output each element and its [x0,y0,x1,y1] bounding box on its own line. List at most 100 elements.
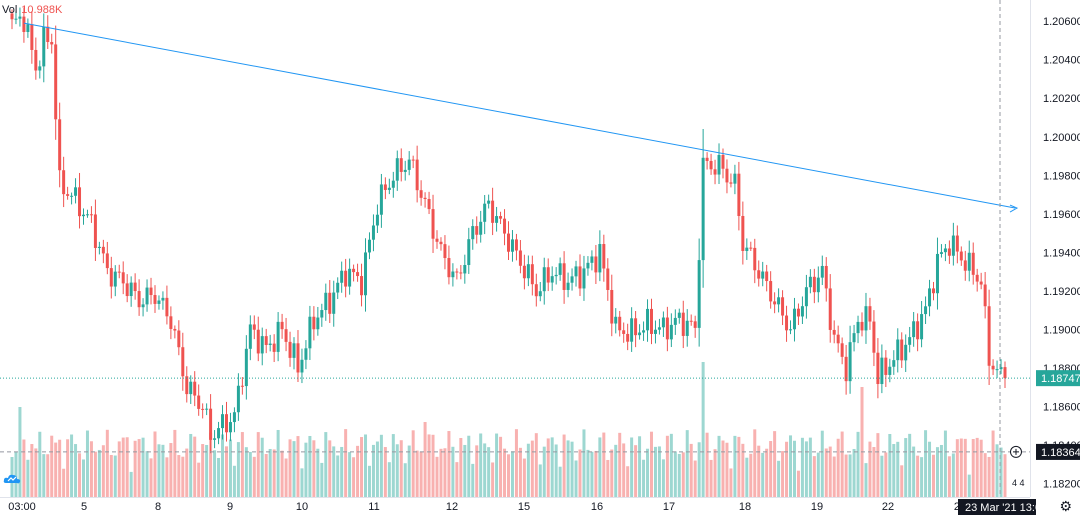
volume-bar [459,437,463,497]
x-tick-label: 8 [155,501,161,513]
volume-bar [884,452,888,497]
volume-bar [117,441,121,497]
volume-bar [415,450,419,497]
volume-bar [304,442,308,497]
volume-bar [391,434,395,497]
volume-bar [808,437,812,497]
volume-bar [709,459,713,497]
volume-bar [125,437,129,497]
y-tick-label: 1.20400 [1043,55,1080,67]
volume-bar [820,430,824,497]
volume-bar [475,445,479,497]
volume-badge-label: 4 4 [1012,478,1025,488]
volume-bar [789,435,793,497]
volume-bar [328,440,332,497]
volume-bar [70,434,74,497]
gear-icon[interactable]: ⚙ [1059,498,1072,514]
volume-bar [562,434,566,497]
volume-bar [943,430,947,497]
volume-bar [399,440,403,497]
volume-bar [42,454,46,497]
volume-bar [407,445,411,497]
volume-bar [693,460,697,497]
volume-bar [959,438,963,497]
volume-bar [622,443,626,497]
volume-indicator-title: Vol 10.988K [2,4,62,16]
volume-bar [876,433,880,497]
volume-bar [904,438,908,497]
volume-bar [221,434,225,497]
volume-bar [856,431,860,497]
volume-bar [602,432,606,497]
volume-bar [169,443,173,497]
x-tick-label: 10 [296,501,308,513]
volume-bar [93,451,97,497]
volume-bar [244,447,248,497]
volume-bar [757,445,761,497]
volume-bar [618,432,622,497]
volume-bar [316,448,320,497]
volume-bar [844,454,848,497]
volume-bar [411,430,415,497]
x-tick-label: 12 [446,501,458,513]
x-tick-label: 16 [591,501,603,513]
volume-bar [677,453,681,497]
volume-bar [503,448,507,497]
volume-bar [260,437,264,497]
volume-bar [634,445,638,497]
volume-bar [30,444,34,497]
volume-bar [526,443,530,497]
volume-bar [987,456,991,497]
volume-bar [236,442,240,497]
plus-circle-icon[interactable] [1010,445,1022,458]
volume-bar [193,436,197,497]
tradingview-cloud-icon[interactable] [3,472,21,486]
volume-bar [344,429,348,497]
volume-bar [495,433,499,497]
volume-bar [145,451,149,497]
volume-bar [141,437,145,497]
volume-bar [46,454,50,497]
volume-bar [848,454,852,497]
volume-bar [109,454,113,497]
volume-bar [642,459,646,497]
volume-indicator-label: Vol [2,4,18,16]
volume-bar [745,457,749,497]
volume-bar [582,429,586,497]
volume-bar [288,439,292,497]
volume-bar [439,448,443,497]
crosshair-date-label: 23 Mar '21 13:00 [965,502,1047,514]
volume-bar [431,434,435,497]
volume-bar [78,453,82,497]
volume-bar [741,443,745,497]
volume-bar [916,455,920,497]
volume-bar [995,444,999,497]
volume-bar [367,465,371,497]
crosshair-price-badge-label: 1.18364 [1041,447,1080,459]
volume-bar [395,444,399,497]
volume-bar [66,439,70,497]
volume-bar [62,468,66,497]
volume-bar [554,444,558,497]
volume-bar [427,434,431,497]
volume-bar [181,456,185,497]
volume-bar [928,441,932,497]
y-tick-label: 1.19400 [1043,247,1080,259]
trend-line [23,22,1016,209]
volume-bar [630,437,634,497]
volume-bar [590,451,594,497]
volume-bar [161,444,165,497]
volume-bar [860,387,864,497]
volume-bar [296,436,300,497]
x-tick-label: 03:00 [8,501,36,513]
volume-bar [749,453,753,497]
volume-bar [812,456,816,497]
volume-bar [383,447,387,497]
volume-bar [133,440,137,497]
volume-bar [673,451,677,497]
volume-bar [538,464,542,497]
volume-bar [792,440,796,497]
volume-bar [224,446,228,497]
